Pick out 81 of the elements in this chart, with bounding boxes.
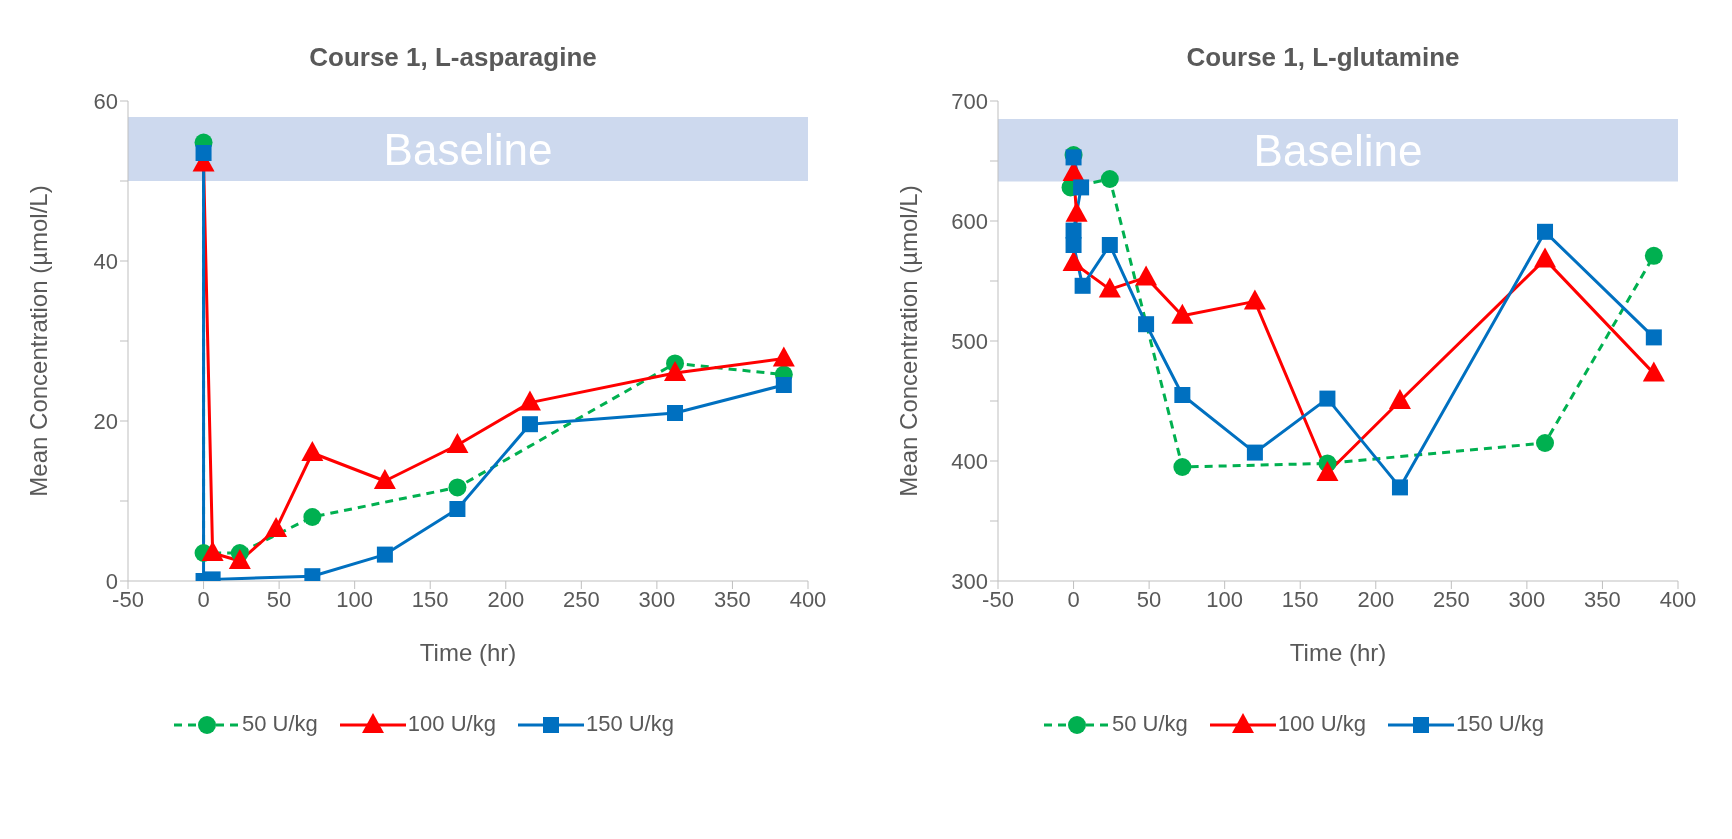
y-tick-label: 60 (93, 88, 118, 114)
point (1388, 389, 1411, 409)
chart-title: Course 1, L-asparagine (308, 42, 598, 73)
x-tick-label: 350 (714, 586, 751, 612)
point (449, 501, 466, 517)
point (1065, 237, 1082, 253)
point (1536, 434, 1555, 452)
legend-label: 50 U/kg (1111, 711, 1188, 738)
point (1316, 461, 1339, 481)
x-tick-label: 350 (1584, 586, 1621, 612)
point (376, 546, 393, 563)
point (373, 469, 396, 489)
point (1243, 289, 1266, 310)
x-tick-label: 400 (1659, 586, 1697, 612)
y-axis-title: Mean Concentration (µmol/L) (24, 185, 52, 497)
point (518, 390, 541, 411)
point (195, 145, 212, 161)
point (1644, 246, 1663, 265)
y-tick-label: 300 (951, 568, 988, 594)
legend-label: 150 U/kg (584, 711, 674, 738)
point (448, 478, 467, 497)
point (1062, 251, 1085, 271)
point (301, 441, 324, 461)
point (775, 377, 792, 393)
x-tick-label: 150 (411, 586, 449, 612)
x-axis-title: Time (hr) (419, 639, 517, 666)
x-tick-label: 50 (1136, 586, 1162, 612)
x-tick-label: 0 (197, 586, 210, 612)
y-tick-label: 400 (951, 448, 988, 474)
chart-title: Course 1, L-glutamine (1185, 42, 1461, 73)
point (446, 433, 469, 453)
x-tick-label: 100 (336, 586, 374, 612)
y-tick-label: 40 (93, 248, 118, 274)
legend-label: 50 U/kg (241, 711, 318, 738)
point (1135, 265, 1158, 286)
y-tick-label: 700 (951, 88, 988, 114)
point (1537, 223, 1554, 240)
point (1098, 277, 1121, 298)
point (1074, 277, 1091, 294)
y-tick-label: 0 (105, 568, 118, 594)
point (1101, 237, 1118, 253)
legend-label: 100 U/kg (1276, 711, 1366, 738)
legend-label: 100 U/kg (406, 711, 496, 738)
point (1391, 479, 1408, 496)
x-tick-label: 300 (638, 586, 676, 612)
point (664, 361, 687, 381)
x-tick-label: 0 (1067, 586, 1080, 612)
x-tick-label: 400 (789, 586, 827, 612)
point (228, 549, 251, 569)
point (1534, 247, 1557, 268)
point (521, 416, 538, 433)
point (1174, 387, 1191, 403)
point (772, 346, 795, 367)
x-tick-label: 200 (487, 586, 525, 612)
x-tick-label: 100 (1206, 586, 1244, 612)
point (1065, 201, 1088, 222)
y-tick-label: 600 (951, 208, 988, 234)
point (303, 508, 322, 526)
x-tick-label: 150 (1281, 586, 1319, 612)
x-tick-label: 250 (562, 586, 600, 612)
point (667, 405, 684, 421)
point (265, 517, 288, 537)
point (1246, 444, 1263, 461)
point (1173, 458, 1192, 476)
y-tick-label: 500 (951, 328, 988, 354)
point (1138, 316, 1155, 333)
point (1642, 361, 1665, 382)
point (1073, 179, 1090, 196)
point (1319, 390, 1336, 407)
legend-label: 150 U/kg (1454, 711, 1544, 738)
y-tick-label: 20 (93, 408, 118, 434)
x-tick-label: 200 (1357, 586, 1395, 612)
point (201, 541, 224, 561)
y-axis-title: Mean Concentration (µmol/L) (894, 185, 922, 497)
point (1645, 329, 1662, 346)
x-tick-label: 250 (1432, 586, 1470, 612)
point (1100, 170, 1119, 188)
x-tick-label: 50 (266, 586, 292, 612)
x-axis-title: Time (hr) (1289, 639, 1387, 666)
x-tick-label: 300 (1508, 586, 1546, 612)
point (1171, 303, 1194, 324)
